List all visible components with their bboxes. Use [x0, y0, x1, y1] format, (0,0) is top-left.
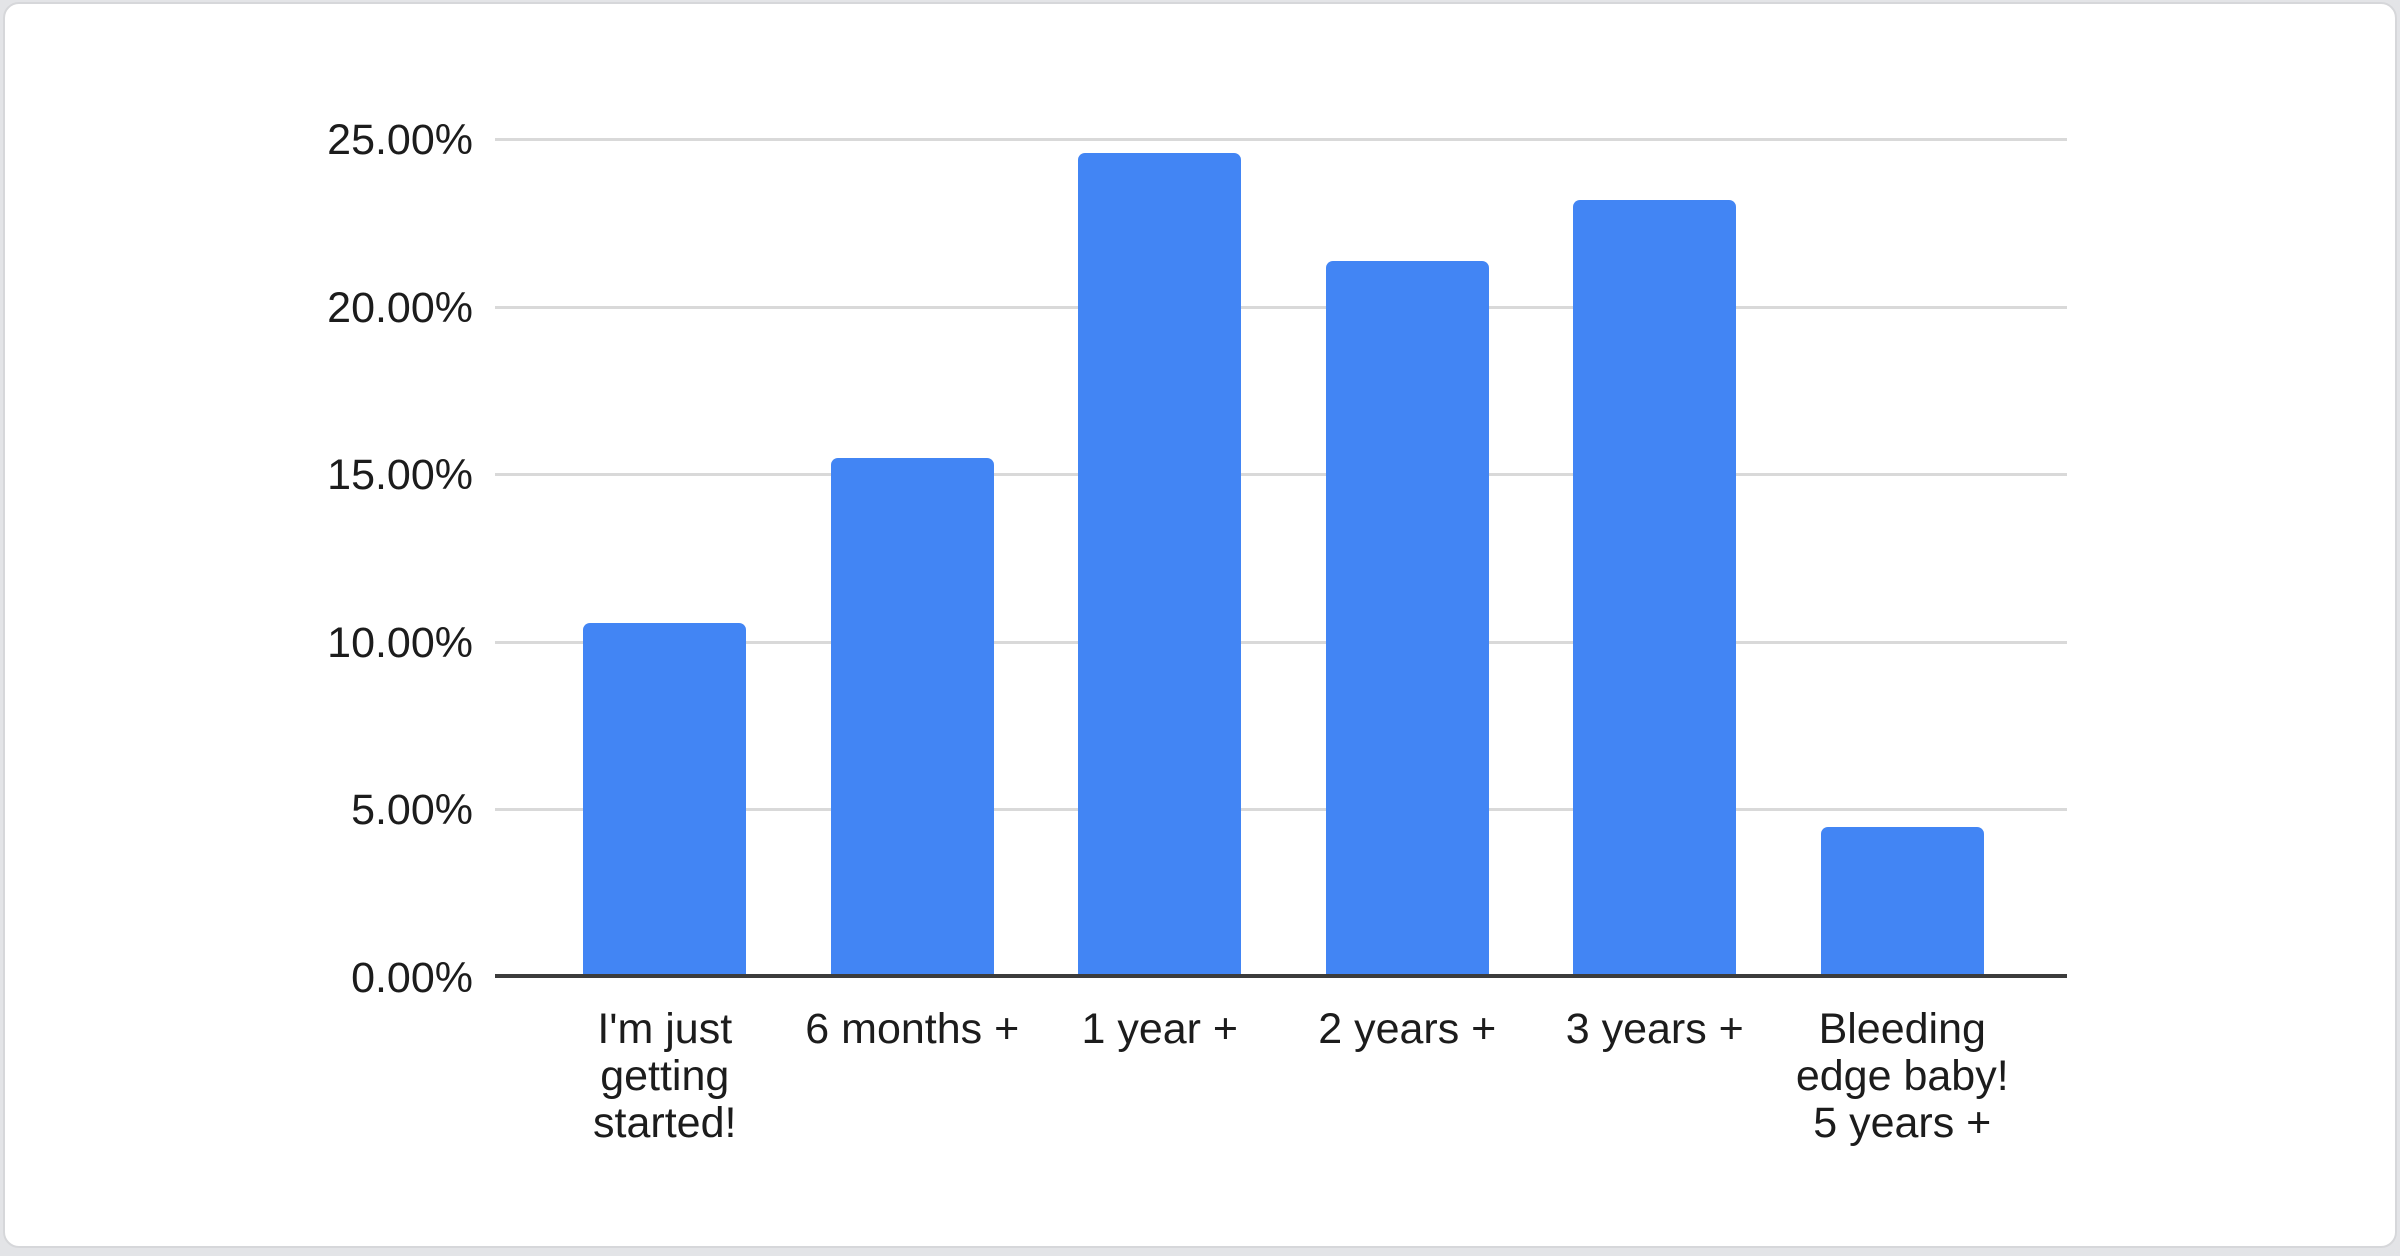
x-axis-label-line: 6 months + — [805, 1005, 1020, 1053]
bar-1[interactable] — [583, 622, 747, 978]
x-axis-label-3: 1 year + — [1036, 1006, 1284, 1053]
x-axis-label-line: started! — [593, 1099, 737, 1147]
x-axis-label-line: Bleeding — [1818, 1005, 1986, 1053]
y-axis-tick-label: 15.00% — [327, 451, 473, 500]
x-axis-label-line: 5 years + — [1813, 1099, 1992, 1147]
y-axis-tick-label: 0.00% — [351, 954, 473, 1002]
x-axis-label-4: 2 years + — [1284, 1006, 1532, 1053]
bar-6[interactable] — [1820, 827, 1984, 978]
bar-5[interactable] — [1573, 200, 1737, 978]
x-axis-label-line: getting — [600, 1052, 730, 1100]
x-axis-line — [495, 974, 2067, 978]
x-axis-label-line: 1 year + — [1081, 1005, 1239, 1053]
x-axis-label-line: 3 years + — [1565, 1005, 1744, 1053]
x-axis-label-line: 2 years + — [1318, 1005, 1497, 1053]
bar-4[interactable] — [1325, 260, 1489, 978]
y-axis-tick-label: 10.00% — [327, 618, 473, 667]
x-axis-label-1: I'm just getting started! — [541, 1006, 789, 1147]
gridline-10.00% — [495, 640, 2067, 644]
y-axis-tick-label: 20.00% — [327, 283, 473, 332]
x-axis-label-5: 3 years + — [1531, 1006, 1779, 1053]
gridline-15.00% — [495, 473, 2067, 477]
y-axis-tick-label: 25.00% — [327, 116, 473, 164]
x-axis-label-6: Bleeding edge baby! 5 years + — [1779, 1006, 2027, 1147]
gridline-20.00% — [495, 305, 2067, 309]
gridline-5.00% — [495, 808, 2067, 812]
y-axis-tick-label: 5.00% — [351, 786, 473, 835]
x-axis-label-line: I'm just — [597, 1005, 733, 1053]
x-axis-label-line: edge baby! — [1795, 1052, 2009, 1100]
x-axis-label-2: 6 months + — [789, 1006, 1037, 1053]
gridline-25.00% — [495, 138, 2067, 141]
bar-2[interactable] — [830, 458, 994, 978]
bar-3[interactable] — [1078, 153, 1242, 978]
